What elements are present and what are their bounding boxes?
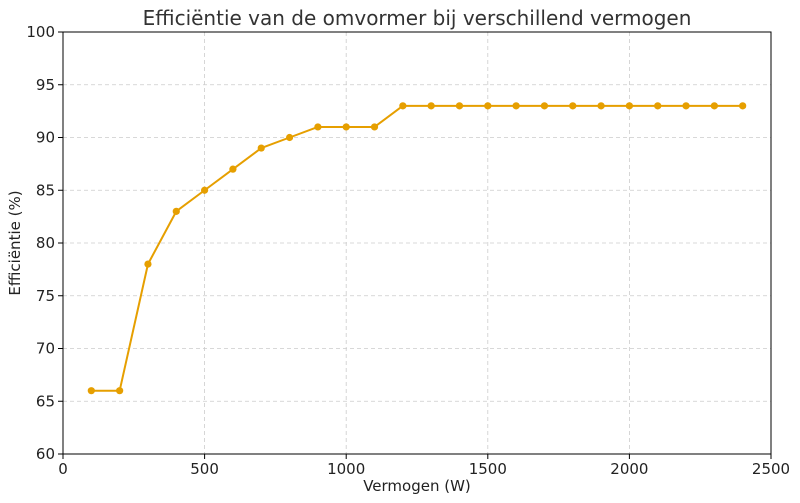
data-point: [682, 102, 690, 110]
data-point: [201, 186, 209, 194]
x-tick-label: 500: [190, 460, 219, 478]
x-tick-label: 0: [58, 460, 68, 478]
data-point: [172, 207, 180, 215]
data-point: [625, 102, 634, 110]
data-point: [314, 123, 322, 131]
x-tick-label: 2000: [610, 460, 648, 478]
series-line: [91, 104, 743, 392]
y-tick-label: 85: [36, 181, 55, 199]
y-tick-label: 70: [36, 340, 55, 358]
data-point: [654, 102, 662, 110]
y-tick-label: 60: [36, 445, 55, 463]
data-point: [399, 102, 407, 110]
data-point: [569, 102, 577, 110]
series: [87, 102, 747, 395]
data-point: [512, 102, 520, 110]
data-point: [116, 387, 124, 395]
x-tick-label: 1000: [327, 460, 365, 478]
y-axis-label: Efficiëntie (%): [6, 190, 24, 295]
x-axis-label: Vermogen (W): [363, 477, 471, 495]
data-point: [739, 102, 747, 110]
data-point: [710, 102, 718, 110]
data-point: [144, 260, 152, 268]
y-tick-label: 65: [36, 392, 55, 410]
y-tick-label: 95: [36, 76, 55, 94]
data-point: [427, 102, 435, 110]
data-point: [229, 165, 237, 173]
data-point: [257, 144, 265, 152]
data-point: [87, 387, 95, 395]
chart-title: Efficiëntie van de omvormer bij verschil…: [143, 6, 692, 30]
y-tick-label: 80: [36, 234, 55, 252]
data-point: [540, 102, 549, 110]
data-point: [370, 123, 379, 131]
data-point: [285, 133, 294, 142]
grid: [62, 31, 772, 455]
data-point: [484, 102, 492, 110]
data-point: [455, 102, 464, 110]
axes: 0 500 1000 1500 2000 2500 60 65 70 75 80 85 90 95 100: [26, 23, 790, 478]
data-point: [597, 102, 605, 110]
x-tick-label: 1500: [469, 460, 507, 478]
y-tick-label: 75: [36, 287, 55, 305]
x-tick-label: 2500: [752, 460, 790, 478]
data-point: [342, 123, 350, 131]
y-tick-label: 90: [36, 129, 55, 147]
y-tick-label: 100: [26, 23, 55, 41]
